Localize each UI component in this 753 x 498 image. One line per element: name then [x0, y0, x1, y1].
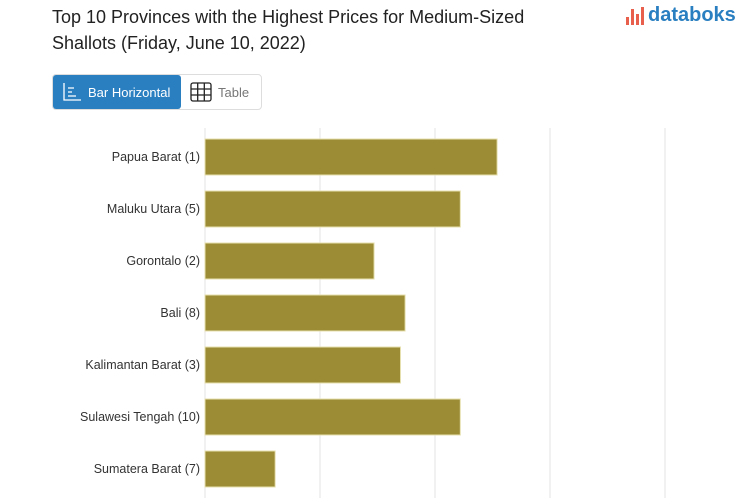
table-button[interactable]: Table — [181, 75, 258, 109]
bar[interactable] — [204, 346, 401, 384]
bar[interactable] — [204, 138, 498, 176]
category-label: Sulawesi Tengah (10) — [80, 410, 200, 424]
table-grid-icon — [190, 82, 212, 102]
bar[interactable] — [204, 242, 375, 280]
category-label: Maluku Utara (5) — [107, 202, 200, 216]
bar-horizontal-button[interactable]: Bar Horizontal — [53, 75, 181, 109]
category-label: Papua Barat (1) — [112, 150, 200, 164]
logo-mark-icon — [626, 6, 644, 25]
category-label: Kalimantan Barat (3) — [85, 358, 200, 372]
bar-horizontal-label: Bar Horizontal — [88, 84, 171, 100]
bar[interactable] — [204, 294, 406, 332]
bar[interactable] — [204, 450, 276, 488]
bar-chart-icon — [63, 83, 81, 101]
category-label: Sumatera Barat (7) — [94, 462, 200, 476]
bar[interactable] — [204, 398, 461, 436]
logo-text: databoks — [648, 4, 736, 26]
databoks-logo: databoks — [626, 4, 736, 27]
bar[interactable] — [204, 190, 461, 228]
view-toggle: Bar Horizontal Table — [52, 74, 262, 110]
bar-chart: Papua Barat (1) Maluku Utara (5) Gorontalo… — [80, 128, 666, 498]
table-label: Table — [218, 84, 250, 100]
category-label: Bali (8) — [160, 306, 200, 320]
chart-title: Top 10 Provinces with the Highest Prices… — [52, 7, 525, 53]
category-label: Gorontalo (2) — [126, 254, 200, 268]
